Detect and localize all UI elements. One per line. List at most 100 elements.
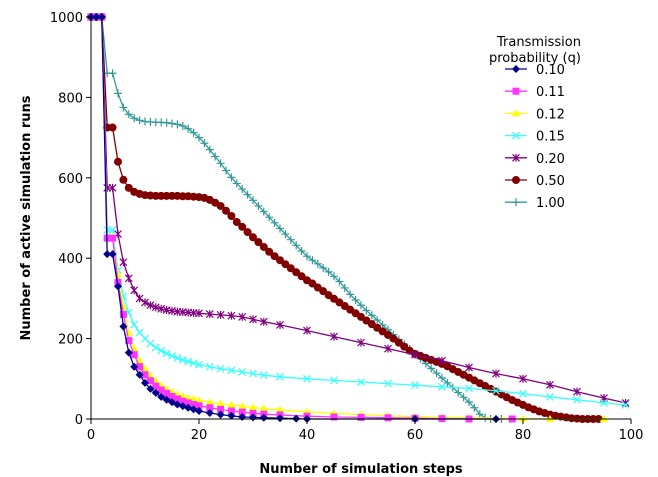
data-point <box>200 139 209 148</box>
data-point <box>141 371 149 379</box>
data-point <box>152 382 160 390</box>
y-tick-label: 1000 <box>50 11 83 26</box>
data-point <box>179 397 187 405</box>
data-point <box>162 349 171 358</box>
data-point <box>216 399 225 407</box>
series-0.15 <box>87 13 630 409</box>
data-point <box>216 310 225 319</box>
data-point <box>205 362 214 371</box>
data-point <box>324 267 333 276</box>
data-point <box>190 401 198 409</box>
data-point <box>163 389 171 397</box>
data-point <box>259 207 268 216</box>
data-point <box>340 283 349 292</box>
data-point <box>114 278 122 286</box>
legend: Transmission probability (q) 0.100.110.1… <box>489 35 581 211</box>
data-point <box>313 259 322 268</box>
data-point <box>330 376 338 385</box>
data-point <box>168 351 176 360</box>
data-point <box>384 379 392 388</box>
data-point <box>249 196 257 205</box>
x-axis-title: Number of simulation steps <box>259 462 463 477</box>
data-point <box>427 364 436 373</box>
legend-entry-0.50: 0.50 <box>505 174 565 189</box>
x-tick-label: 20 <box>191 428 208 443</box>
data-point <box>141 298 149 307</box>
legend-swatch-marker <box>512 65 520 73</box>
data-point <box>259 371 268 380</box>
legend-swatch-marker <box>512 153 520 162</box>
data-point <box>330 272 338 281</box>
data-point <box>357 301 365 310</box>
data-point <box>411 381 419 390</box>
data-point <box>124 348 133 357</box>
data-point <box>141 378 149 387</box>
data-point <box>108 250 117 259</box>
data-point <box>130 286 139 295</box>
data-point <box>195 309 203 318</box>
data-point <box>238 312 247 321</box>
data-point <box>114 89 122 98</box>
x-tick-label: 40 <box>299 428 316 443</box>
data-point <box>238 402 247 410</box>
data-point <box>330 332 338 341</box>
data-point <box>114 157 122 166</box>
legend-entries: 0.10 0.11 0.12 0.15 0.20 0.50 1.00 <box>505 63 565 211</box>
data-point <box>146 301 155 310</box>
legend-entry-0.15: 0.15 <box>505 130 565 145</box>
legend-title-line-1: Transmission <box>496 35 581 50</box>
data-point <box>573 387 581 396</box>
data-point <box>243 228 252 237</box>
data-point <box>195 402 203 410</box>
data-point <box>248 403 258 411</box>
data-point <box>222 166 230 175</box>
series-line <box>91 16 604 420</box>
data-point <box>465 363 473 372</box>
legend-swatch-marker <box>512 87 520 95</box>
data-point <box>249 369 257 378</box>
data-point <box>308 256 317 265</box>
data-point <box>276 414 284 423</box>
data-point <box>238 185 247 194</box>
data-point <box>346 290 355 299</box>
data-point <box>173 395 181 403</box>
data-point <box>108 69 117 78</box>
x-tick-label: 80 <box>515 428 532 443</box>
data-point <box>206 404 214 412</box>
legend-label: 0.50 <box>536 174 565 189</box>
data-point <box>259 317 268 326</box>
data-point <box>357 338 365 347</box>
data-point <box>292 241 301 250</box>
data-point <box>124 328 133 336</box>
y-tick-label: 0 <box>75 413 83 428</box>
data-point <box>265 247 274 256</box>
series-0.12 <box>86 13 609 422</box>
data-point <box>276 372 284 381</box>
legend-entry-0.12: 0.12 <box>505 107 565 122</box>
data-point <box>119 103 128 112</box>
data-point <box>286 235 295 244</box>
data-point <box>465 398 473 407</box>
data-point <box>335 277 344 286</box>
data-point <box>168 392 176 400</box>
axes <box>86 16 632 424</box>
data-point <box>265 213 274 222</box>
series-line <box>91 16 599 420</box>
data-point <box>135 116 144 125</box>
data-point <box>519 389 527 398</box>
data-point <box>227 173 236 182</box>
data-point <box>151 343 160 352</box>
data-point <box>119 322 128 331</box>
legend-label: 1.00 <box>536 196 565 211</box>
data-point <box>124 110 133 119</box>
y-tick-label: 600 <box>58 172 83 187</box>
y-axis-title: Number of active simulation runs <box>19 95 34 340</box>
data-point <box>168 119 176 128</box>
data-point <box>162 118 171 127</box>
data-point <box>205 310 214 319</box>
data-point <box>216 410 225 419</box>
data-point <box>173 353 182 362</box>
data-point <box>362 306 371 315</box>
data-point <box>492 369 500 378</box>
legend-entry-0.11: 0.11 <box>505 85 565 100</box>
